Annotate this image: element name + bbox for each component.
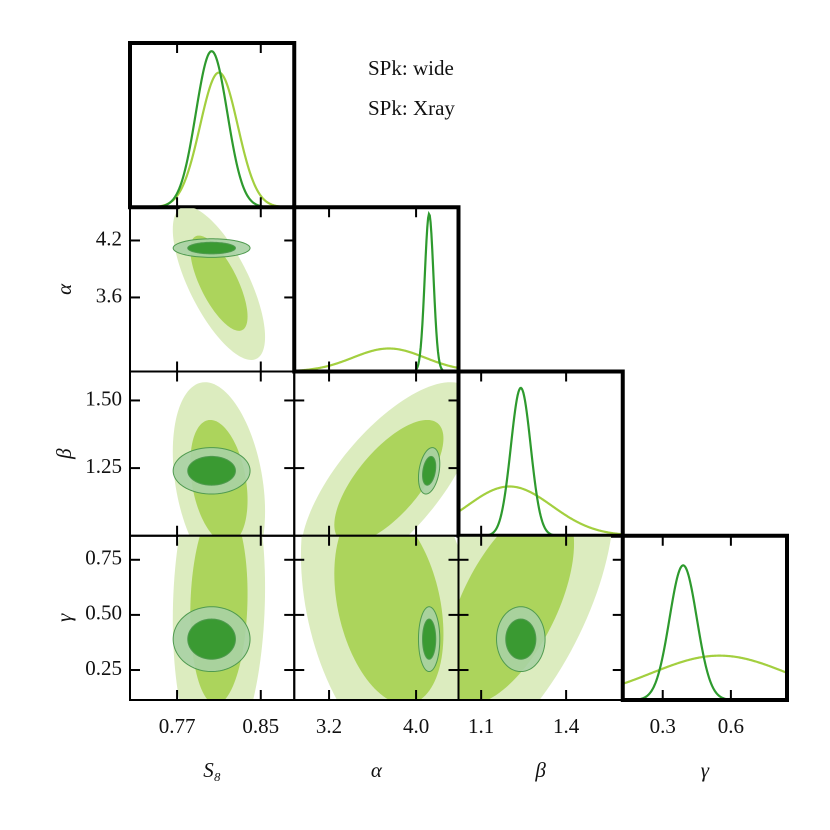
panel <box>130 50 295 208</box>
legend-entry: SPk: Xray <box>368 96 455 120</box>
x-tick-label: 0.77 <box>159 714 196 738</box>
x-tick-label: 1.4 <box>553 714 580 738</box>
contour-68 <box>422 455 437 486</box>
contour-68 <box>187 241 236 255</box>
marginal-curve <box>622 564 787 700</box>
marginal-curve <box>130 71 295 208</box>
x-tick-label: 0.3 <box>650 714 676 738</box>
panel <box>172 207 266 360</box>
panel <box>458 386 623 536</box>
x-axis-label: α <box>371 758 383 782</box>
contour-68 <box>187 455 236 486</box>
x-axis-label: S₈ <box>203 758 221 782</box>
y-tick-label: 4.2 <box>96 226 122 250</box>
panel <box>172 535 266 700</box>
x-tick-label: 4.0 <box>403 714 429 738</box>
marginal-curve <box>130 50 295 208</box>
x-axis-label: β <box>534 758 546 782</box>
contour-68 <box>505 618 537 660</box>
marginal-curve <box>458 386 623 536</box>
panel <box>172 382 266 536</box>
marginal-curve <box>294 347 459 372</box>
marginal-curve <box>458 485 623 536</box>
contour-68 <box>334 535 444 700</box>
contour-68 <box>190 235 248 331</box>
panel <box>300 535 459 700</box>
y-tick-label: 1.50 <box>85 386 122 410</box>
y-axis-label: γ <box>52 613 76 622</box>
panel-frame <box>620 533 789 702</box>
marginal-curve <box>622 654 787 685</box>
y-tick-label: 0.25 <box>85 656 122 680</box>
x-tick-label: 0.85 <box>242 714 279 738</box>
y-tick-label: 0.50 <box>85 601 122 625</box>
contour-68 <box>334 419 444 536</box>
x-axis-label: γ <box>701 758 710 782</box>
y-tick-label: 0.75 <box>85 546 122 570</box>
panel <box>302 382 459 536</box>
x-tick-label: 3.2 <box>316 714 342 738</box>
legend-entry: SPk: wide <box>368 56 454 80</box>
panel <box>458 535 612 700</box>
y-tick-label: 1.25 <box>85 454 122 478</box>
y-axis-label: β <box>52 448 76 460</box>
panel <box>294 210 459 372</box>
marginal-curve <box>294 210 459 372</box>
panel <box>622 564 787 700</box>
x-tick-label: 0.6 <box>718 714 744 738</box>
contour-68 <box>187 618 236 660</box>
y-axis-label: α <box>52 283 76 295</box>
y-tick-label: 3.6 <box>96 283 122 307</box>
x-tick-label: 1.1 <box>468 714 494 738</box>
panel-frame <box>128 41 297 210</box>
contour-68 <box>422 618 437 660</box>
